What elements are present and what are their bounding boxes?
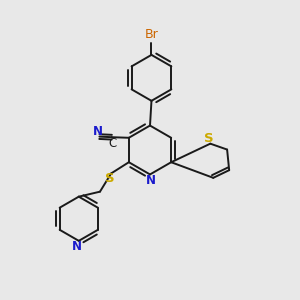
Text: Br: Br [145, 28, 158, 41]
Text: N: N [72, 240, 82, 253]
Text: S: S [106, 172, 115, 185]
Text: S: S [204, 132, 214, 145]
Text: C: C [109, 136, 117, 150]
Text: N: N [146, 174, 156, 187]
Text: N: N [93, 125, 103, 138]
